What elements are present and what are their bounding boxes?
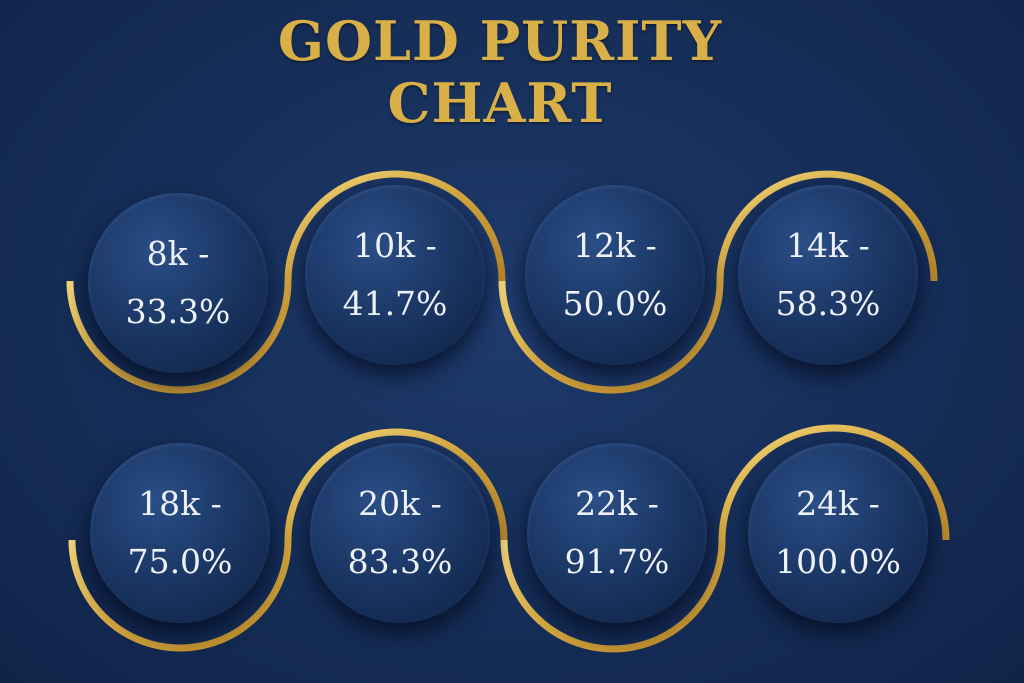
purity-value: 41.7% bbox=[342, 284, 448, 323]
purity-value: 83.3% bbox=[347, 542, 453, 581]
karat-label: 22k - bbox=[575, 484, 659, 523]
karat-circle-14k: 14k - 58.3% bbox=[738, 185, 918, 365]
purity-value: 50.0% bbox=[562, 284, 668, 323]
chart-title-line-1: GOLD PURITY bbox=[277, 9, 723, 73]
karat-label: 18k - bbox=[138, 484, 222, 523]
purity-value: 75.0% bbox=[127, 542, 233, 581]
karat-label: 12k - bbox=[573, 226, 657, 265]
purity-value: 33.3% bbox=[125, 292, 231, 331]
karat-label: 8k - bbox=[146, 234, 210, 273]
karat-label: 24k - bbox=[796, 484, 880, 523]
karat-circle-12k: 12k - 50.0% bbox=[525, 185, 705, 365]
karat-circle-10k: 10k - 41.7% bbox=[305, 185, 485, 365]
purity-value: 58.3% bbox=[775, 284, 881, 323]
karat-circle-20k: 20k - 83.3% bbox=[310, 443, 490, 623]
karat-circle-8k: 8k - 33.3% bbox=[88, 193, 268, 373]
karat-circle-22k: 22k - 91.7% bbox=[527, 443, 707, 623]
chart-title-line-2: CHART bbox=[387, 71, 613, 135]
purity-value: 91.7% bbox=[564, 542, 670, 581]
karat-label: 10k - bbox=[353, 226, 437, 265]
purity-value: 100.0% bbox=[775, 542, 901, 581]
karat-label: 14k - bbox=[786, 226, 870, 265]
karat-label: 20k - bbox=[358, 484, 442, 523]
karat-circle-24k: 24k - 100.0% bbox=[748, 443, 928, 623]
karat-circle-18k: 18k - 75.0% bbox=[90, 443, 270, 623]
